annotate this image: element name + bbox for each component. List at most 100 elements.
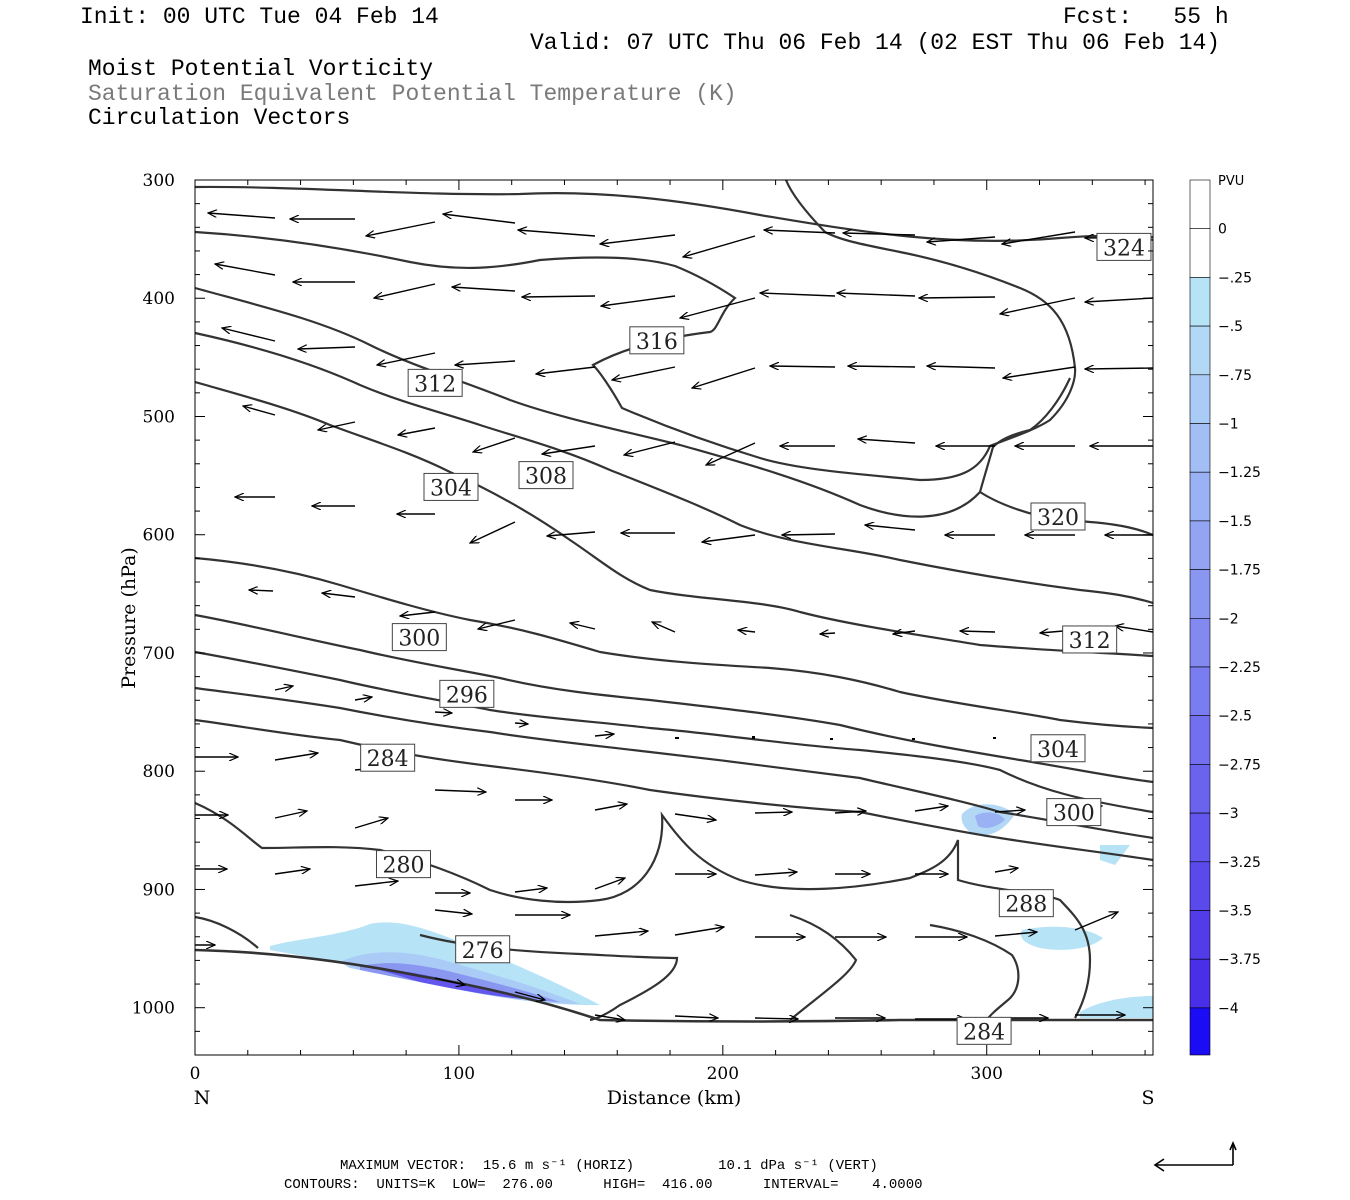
max-vector-info: MAXIMUM VECTOR: 15.6 m s⁻¹ (HORIZ) 10.1 … [340,1158,878,1174]
colorbar-label: −4 [1218,1001,1239,1017]
x-end-label-left: N [194,1087,211,1109]
colorbar-swatch [1189,1007,1211,1056]
x-tick-label: 300 [971,1064,1003,1084]
contour-label-text: 304 [1037,738,1079,763]
contour-label-text: 300 [1053,802,1095,827]
field-title-thetae: Saturation Equivalent Potential Temperat… [88,81,737,107]
contour-label: 288 [998,889,1054,918]
contour-label: 280 [375,850,431,879]
contour-label: 284 [360,743,416,772]
contour-label: 316 [629,326,685,355]
valid-label: Valid: 07 UTC Thu 06 Feb 14 (02 EST Thu … [530,30,1221,56]
colorbar-swatch [1189,325,1211,376]
colorbar-swatch [1189,569,1211,619]
contour-label-text: 312 [1069,629,1111,654]
colorbar-label: −2.75 [1218,757,1261,773]
y-tick-label: 900 [143,880,175,900]
y-tick-label: 700 [143,644,175,664]
contour-label-text: 284 [367,747,409,772]
contour-label: 300 [1046,798,1102,827]
colorbar-swatch [1189,861,1211,911]
contour-label: 296 [439,679,495,708]
field-title-vectors: Circulation Vectors [88,105,351,131]
colorbar-swatch [1189,423,1211,473]
x-end-label-right: S [1141,1087,1154,1109]
y-tick-label: 600 [143,526,175,546]
contour-label-text: 284 [963,1020,1005,1045]
circulation-vectors [195,213,1154,1020]
pv-colorbar: 0 −.25 −.5 −.75 −1 −1.25 −1.5 −1.75 −2 −2.25 −2.5 −… [1189,179,1261,1056]
colorbar-label: −2.25 [1218,660,1261,676]
contour-label-text: 296 [446,683,488,708]
contour-label-text: 280 [382,854,424,879]
colorbar-label: −2 [1218,611,1239,627]
colorbar-swatch [1189,374,1211,424]
colorbar-label: −.75 [1218,368,1252,384]
colorbar-label: −1.75 [1218,563,1261,579]
axis-tick-labels: 300 400 500 600 700 800 900 1000 0 100 200 300 [132,171,1003,1084]
contour-label: 312 [1062,625,1118,654]
colorbar-swatch [1189,520,1211,570]
colorbar-label: −2.5 [1218,709,1252,725]
colorbar-label: −.5 [1218,319,1243,335]
colorbar-label: −1.25 [1218,465,1261,481]
y-tick-label: 300 [143,171,175,191]
colorbar-swatch [1189,617,1211,668]
colorbar-swatch [1189,471,1211,522]
colorbar-swatch [1189,812,1211,863]
init-label: Init: 00 UTC Tue 04 Feb 14 [80,4,439,30]
colorbar-label: −.25 [1218,270,1252,286]
contour-label-text: 316 [636,330,678,355]
colorbar-swatch [1189,228,1211,278]
colorbar-swatch [1189,277,1211,327]
colorbar-label: −1 [1218,417,1239,433]
contour-label: 324 [1096,232,1152,261]
contour-label: 320 [1030,502,1086,531]
contour-label: 312 [407,368,463,397]
colorbar-swatch [1189,958,1211,1009]
contour-label-text: 276 [462,939,504,964]
colorbar-swatch [1189,715,1211,765]
contour-label: 276 [455,935,511,964]
contour-label-text: 312 [414,372,456,397]
contour-label-text: 288 [1005,893,1047,918]
colorbar-label: −3 [1218,806,1239,822]
contour-label: 284 [956,1016,1012,1045]
contour-label-text: 308 [525,465,567,490]
contour-label: 300 [391,623,447,652]
contour-labels: 324 316 312 308 304 320 300 312 296 304 284 300 280 2… [360,232,1152,1045]
x-axis-title: Distance (km) [607,1087,742,1109]
contour-label-text: 304 [430,476,472,501]
colorbar-label: 0 [1218,222,1227,238]
contour-label: 304 [423,472,479,501]
colorbar-unit: PVU [1218,174,1244,189]
y-axis-title: Pressure (hPa) [118,547,140,689]
colorbar-swatch [1189,764,1211,814]
colorbar-swatch [1189,910,1211,960]
contour-info: CONTOURS: UNITS=K LOW= 276.00 HIGH= 416.… [284,1177,923,1193]
colorbar-label: −3.75 [1218,952,1261,968]
colorbar-swatch [1189,179,1211,230]
field-title-pv: Moist Potential Vorticity [88,56,434,82]
x-tick-label: 0 [190,1064,201,1084]
contour-label-text: 320 [1037,506,1079,531]
contour-label-text: 324 [1103,236,1145,261]
fcst-label: Fcst: 55 h [1063,4,1229,30]
colorbar-label: −3.25 [1218,855,1261,871]
reference-vector-icon [1153,1140,1237,1172]
y-tick-label: 500 [143,407,175,427]
x-tick-label: 200 [707,1064,739,1084]
contour-label: 308 [518,461,574,490]
contour-label-text: 300 [398,627,440,652]
contour-label: 304 [1030,734,1086,763]
y-tick-label: 1000 [132,999,175,1019]
y-tick-label: 800 [143,762,175,782]
y-tick-label: 400 [143,289,175,309]
x-tick-label: 100 [443,1064,475,1084]
colorbar-swatch [1189,666,1211,717]
colorbar-label: −3.5 [1218,904,1252,920]
plot-frame [194,179,1154,1056]
colorbar-label: −1.5 [1218,514,1252,530]
axis-ticks [194,179,1153,1056]
